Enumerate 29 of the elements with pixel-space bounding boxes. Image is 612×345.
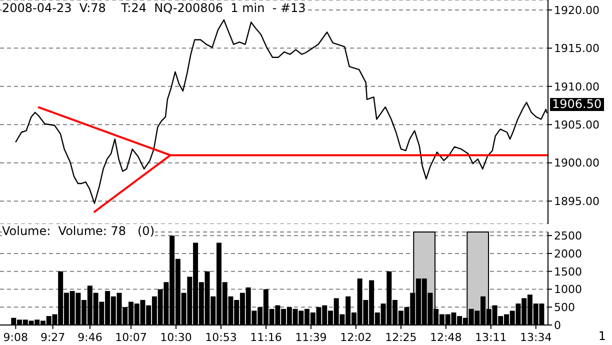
x-tick-label: 12:02 [340,331,372,344]
x-tick-label: 11:16 [250,331,282,344]
y-tick-label: 2000 [554,247,582,260]
x-tick-label: 11:39 [295,331,327,344]
text: 1906.50 [550,97,604,112]
chart-title: Volume: Volume: 78 (0) [2,224,155,238]
text: 1 [598,329,606,343]
y-tick-label: 500 [554,301,575,314]
x-tick-label: 10:07 [115,331,147,344]
y-tick-label: 1900.00 [554,156,600,170]
x-tick-label: 12:25 [385,331,417,344]
y-tick-label: 1895.00 [554,194,600,208]
y-tick-label: 2500 [554,229,582,242]
x-tick-label: 13:34 [520,331,552,344]
y-tick-label: 1920.00 [554,4,600,17]
y-tick-label: 0 [554,318,561,332]
x-tick-label: 9:27 [40,331,66,344]
y-tick-label: 1910.00 [554,80,600,94]
x-tick-label: 10:53 [205,331,237,344]
y-tick-label: 1500 [554,265,582,278]
x-tick-label: 9:08 [3,331,28,344]
y-tick-label: 1905.00 [554,118,600,132]
x-tick-label: 12:48 [430,331,462,344]
y-tick-label: 1915.00 [554,42,600,56]
y-tick-label: 1000 [554,283,582,296]
x-tick-label: 10:30 [160,331,192,344]
x-tick-label: 9:46 [78,331,102,344]
chart-title: 2008-04-23 V:78 T:24 NQ-200806 1 min - #13 [2,1,306,15]
x-tick-label: 13:11 [475,331,507,344]
